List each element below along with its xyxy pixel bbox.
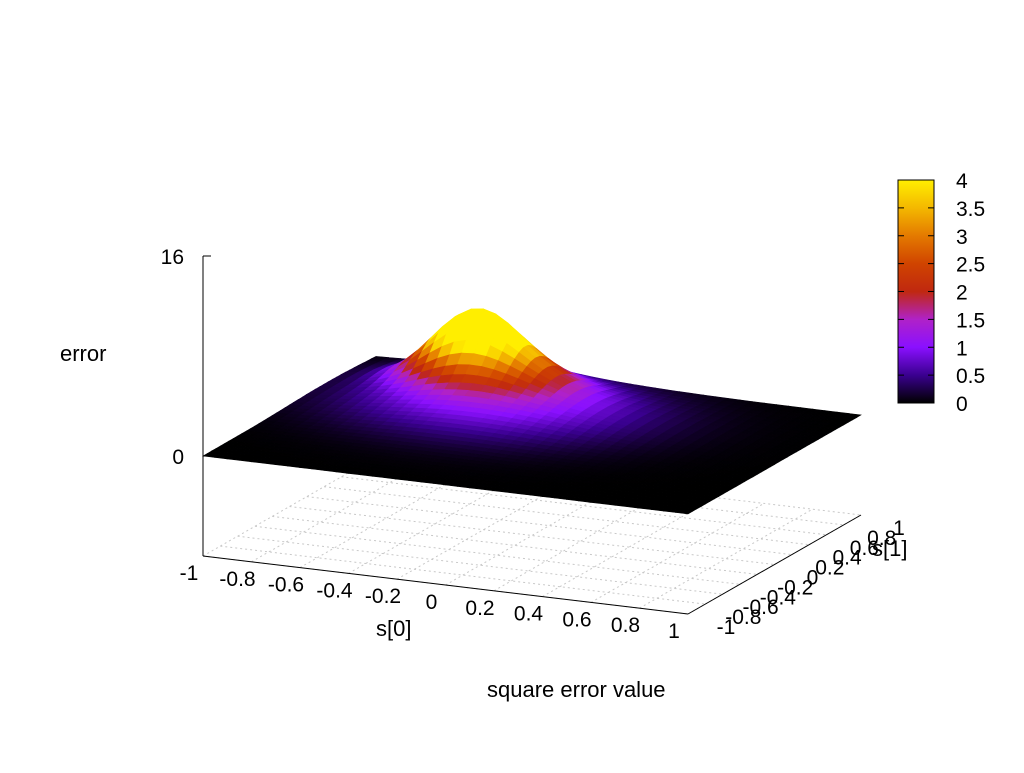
y-tick-label: 0 bbox=[807, 567, 819, 590]
x-tick-label: -0.6 bbox=[268, 574, 304, 597]
grid-line-s1 bbox=[324, 486, 810, 546]
colorbar-tick-label: 1.5 bbox=[956, 309, 985, 332]
axes bbox=[202, 256, 862, 615]
grid-line-s1 bbox=[272, 515, 758, 575]
grid-line-s1 bbox=[306, 496, 792, 556]
z-tick-label: 16 bbox=[161, 246, 184, 269]
grid-line-s0 bbox=[639, 508, 813, 609]
y-tick-label: 0.8 bbox=[867, 527, 896, 550]
y-tick-label: 1 bbox=[893, 517, 905, 540]
grid-line-s1 bbox=[237, 535, 723, 595]
x-axis-label: s[0] bbox=[376, 616, 411, 641]
colorbar-tick-label: 2 bbox=[956, 282, 968, 305]
colorbar-tick-label: 1 bbox=[956, 337, 968, 360]
x-tick-label: -1 bbox=[180, 562, 199, 585]
x-tick-label: 0.4 bbox=[514, 603, 544, 626]
x-tick-label: 0.8 bbox=[611, 614, 640, 637]
z-tick-label: 0 bbox=[172, 446, 184, 469]
y-tick-label: -0.8 bbox=[725, 606, 761, 629]
colorbar-tick-label: 2.5 bbox=[956, 254, 985, 277]
y-tick-label: -1 bbox=[717, 616, 736, 639]
grid-line-s1 bbox=[220, 545, 706, 605]
y-tick-label: -0.4 bbox=[760, 586, 797, 609]
y-tick-label: 0.2 bbox=[815, 557, 844, 580]
y-tick-label: 0.4 bbox=[832, 547, 862, 570]
y-tick-label: 0.6 bbox=[850, 537, 879, 560]
tick-labels: -1 -0.8 -0.6 -0.4 -0.2 0 0.2 0.4 0.6 0.8 1 -1-0.8-0… bbox=[161, 246, 905, 643]
z-axis-label: error bbox=[60, 341, 106, 366]
colorbar: 4 3.5 3 2.5 2 1.5 1 0.5 0 bbox=[897, 170, 985, 416]
y-tick-label: -0.6 bbox=[743, 596, 779, 619]
colorbar-tick-label: 4 bbox=[956, 170, 968, 193]
x-tick-label: -0.4 bbox=[316, 579, 353, 602]
y-axis-label: s[1] bbox=[872, 536, 907, 561]
colorbar-tick-label: 0.5 bbox=[956, 365, 985, 388]
error-surface bbox=[202, 308, 862, 515]
grid-line-s0 bbox=[590, 502, 765, 603]
colorbar-tick-label: 3 bbox=[956, 226, 968, 249]
x-tick-label: -0.8 bbox=[219, 568, 255, 591]
colorbar-tick-label: 3.5 bbox=[956, 198, 985, 221]
x-tick-label: -0.2 bbox=[365, 585, 401, 608]
grid-line-s1 bbox=[254, 525, 740, 585]
x-tick-label: 0.6 bbox=[562, 608, 591, 631]
y-axis-line bbox=[687, 514, 862, 615]
surface-cell bbox=[674, 509, 694, 515]
y-tick-label: -0.2 bbox=[777, 576, 813, 599]
colorbar-tick-label: 0 bbox=[956, 393, 968, 416]
x-axis-line bbox=[202, 555, 689, 615]
x-tick-label: 0 bbox=[426, 591, 438, 614]
grid-line-s1 bbox=[341, 476, 827, 536]
x-tick-label: 0.2 bbox=[465, 597, 494, 620]
chart-title: square error value bbox=[487, 677, 666, 702]
x-tick-label: 1 bbox=[668, 620, 680, 643]
grid-line-s1 bbox=[289, 506, 775, 565]
